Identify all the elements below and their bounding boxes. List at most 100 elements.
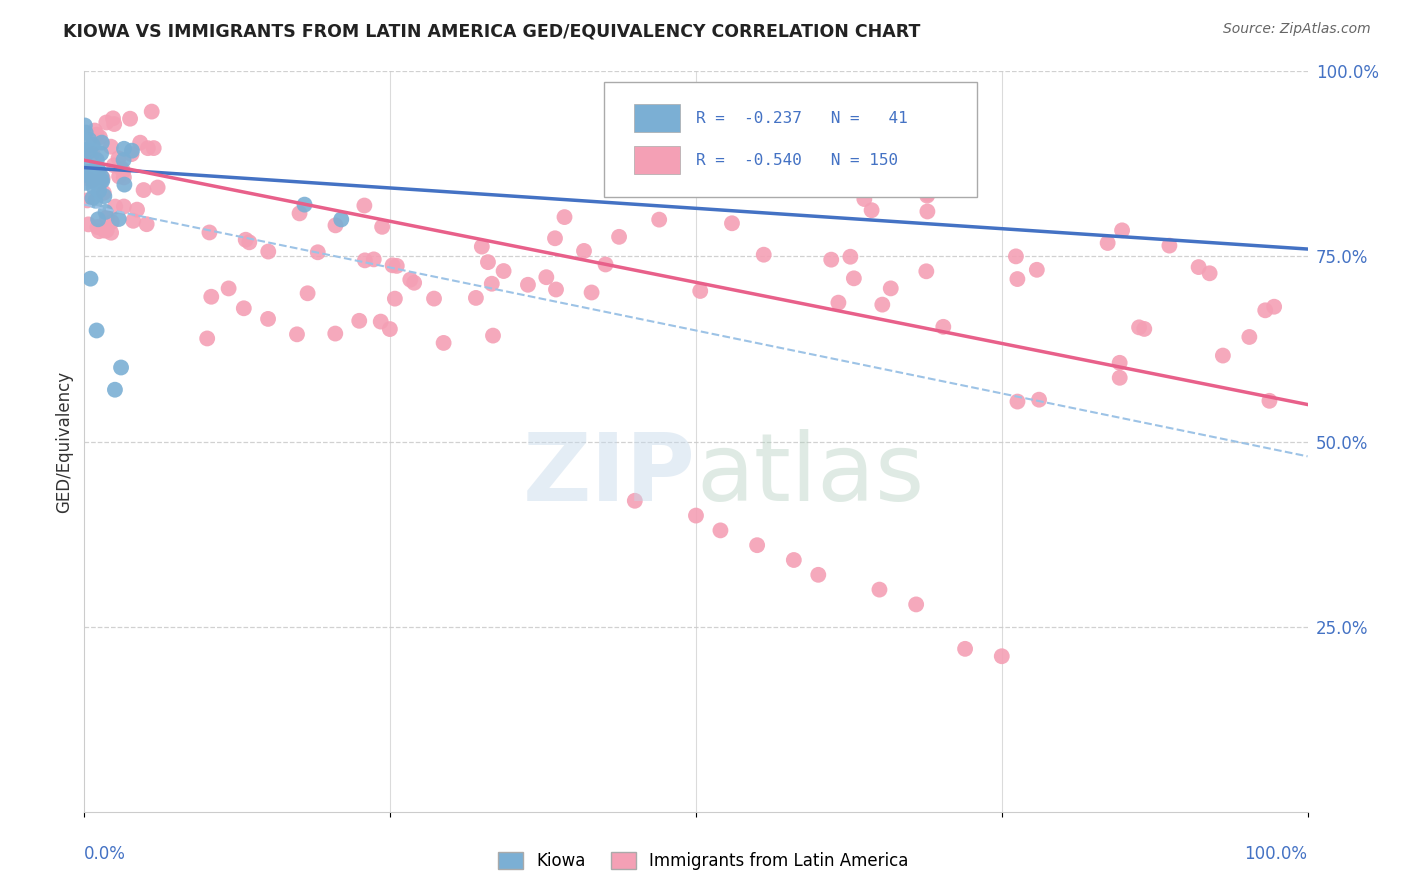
Point: [783, 553, 806, 567]
Point: [77, 169, 100, 183]
Point: [1133, 322, 1156, 336]
Point: [1108, 371, 1130, 385]
Bar: [634, 104, 681, 132]
FancyBboxPatch shape: [605, 82, 977, 197]
Point: [122, 214, 145, 228]
Point: [141, 104, 163, 119]
Point: [1025, 262, 1047, 277]
Text: ZIP: ZIP: [523, 429, 696, 521]
Point: [648, 212, 671, 227]
Point: [323, 326, 346, 341]
Point: [100, 139, 122, 153]
Legend: Kiowa, Immigrants from Latin America: Kiowa, Immigrants from Latin America: [491, 845, 915, 877]
Point: [1007, 272, 1029, 286]
Point: [607, 230, 630, 244]
Point: [932, 319, 955, 334]
Point: [121, 147, 143, 161]
Point: [87, 224, 110, 238]
Text: 0.0%: 0.0%: [84, 845, 127, 863]
Point: [83, 169, 105, 184]
Point: [1028, 392, 1050, 407]
Point: [860, 203, 883, 218]
Point: [349, 314, 371, 328]
Point: [385, 259, 408, 273]
Point: [363, 252, 385, 267]
Point: [76, 158, 98, 172]
Point: [1254, 303, 1277, 318]
Point: [471, 239, 494, 253]
Point: [86, 153, 108, 167]
Point: [827, 295, 849, 310]
Point: [820, 252, 842, 267]
Point: [103, 158, 125, 172]
Point: [288, 206, 311, 220]
Text: KIOWA VS IMMIGRANTS FROM LATIN AMERICA GED/EQUIVALENCY CORRELATION CHART: KIOWA VS IMMIGRANTS FROM LATIN AMERICA G…: [63, 22, 921, 40]
Point: [77, 165, 100, 179]
Point: [353, 198, 375, 212]
Point: [83, 168, 105, 182]
Point: [464, 291, 486, 305]
Point: [75, 176, 97, 190]
Point: [83, 174, 105, 188]
Point: [371, 219, 394, 234]
Point: [232, 301, 254, 316]
Point: [953, 641, 976, 656]
Point: [83, 180, 105, 194]
Point: [752, 248, 775, 262]
Point: [581, 285, 603, 300]
Point: [624, 493, 647, 508]
Point: [121, 144, 143, 158]
Point: [869, 582, 891, 597]
Point: [83, 123, 105, 137]
Point: [101, 112, 124, 126]
Point: [79, 145, 101, 159]
Point: [77, 218, 100, 232]
Point: [195, 331, 218, 345]
Point: [378, 322, 401, 336]
Point: [94, 205, 117, 219]
Point: [482, 328, 505, 343]
Point: [120, 112, 142, 126]
Text: R =  -0.237   N =   41: R = -0.237 N = 41: [696, 111, 908, 126]
Point: [90, 136, 112, 150]
Point: [1258, 393, 1281, 408]
Point: [104, 383, 127, 397]
Point: [82, 174, 104, 188]
Point: [79, 271, 101, 285]
Point: [112, 178, 135, 192]
Point: [142, 141, 165, 155]
Point: [807, 567, 830, 582]
Point: [136, 141, 159, 155]
Point: [1198, 266, 1220, 280]
Point: [915, 264, 938, 278]
Point: [853, 192, 876, 206]
Point: [553, 210, 575, 224]
Bar: [634, 146, 681, 174]
Point: [129, 136, 152, 150]
Point: [917, 186, 939, 201]
Point: [685, 508, 707, 523]
Point: [917, 204, 939, 219]
Point: [82, 146, 104, 161]
Point: [79, 133, 101, 147]
Point: [89, 130, 111, 145]
Point: [481, 277, 503, 291]
Point: [399, 273, 422, 287]
Point: [1263, 300, 1285, 314]
Point: [1128, 320, 1150, 334]
Point: [721, 216, 744, 230]
Point: [544, 231, 567, 245]
Point: [75, 143, 97, 157]
Point: [112, 142, 135, 156]
Point: [1097, 235, 1119, 250]
Point: [135, 217, 157, 231]
Point: [86, 220, 108, 235]
Point: [330, 212, 353, 227]
Point: [96, 223, 118, 237]
Point: [1108, 356, 1130, 370]
Point: [108, 169, 131, 184]
Point: [1188, 260, 1211, 274]
Point: [842, 271, 865, 285]
Point: [257, 312, 280, 326]
Point: [87, 212, 110, 227]
